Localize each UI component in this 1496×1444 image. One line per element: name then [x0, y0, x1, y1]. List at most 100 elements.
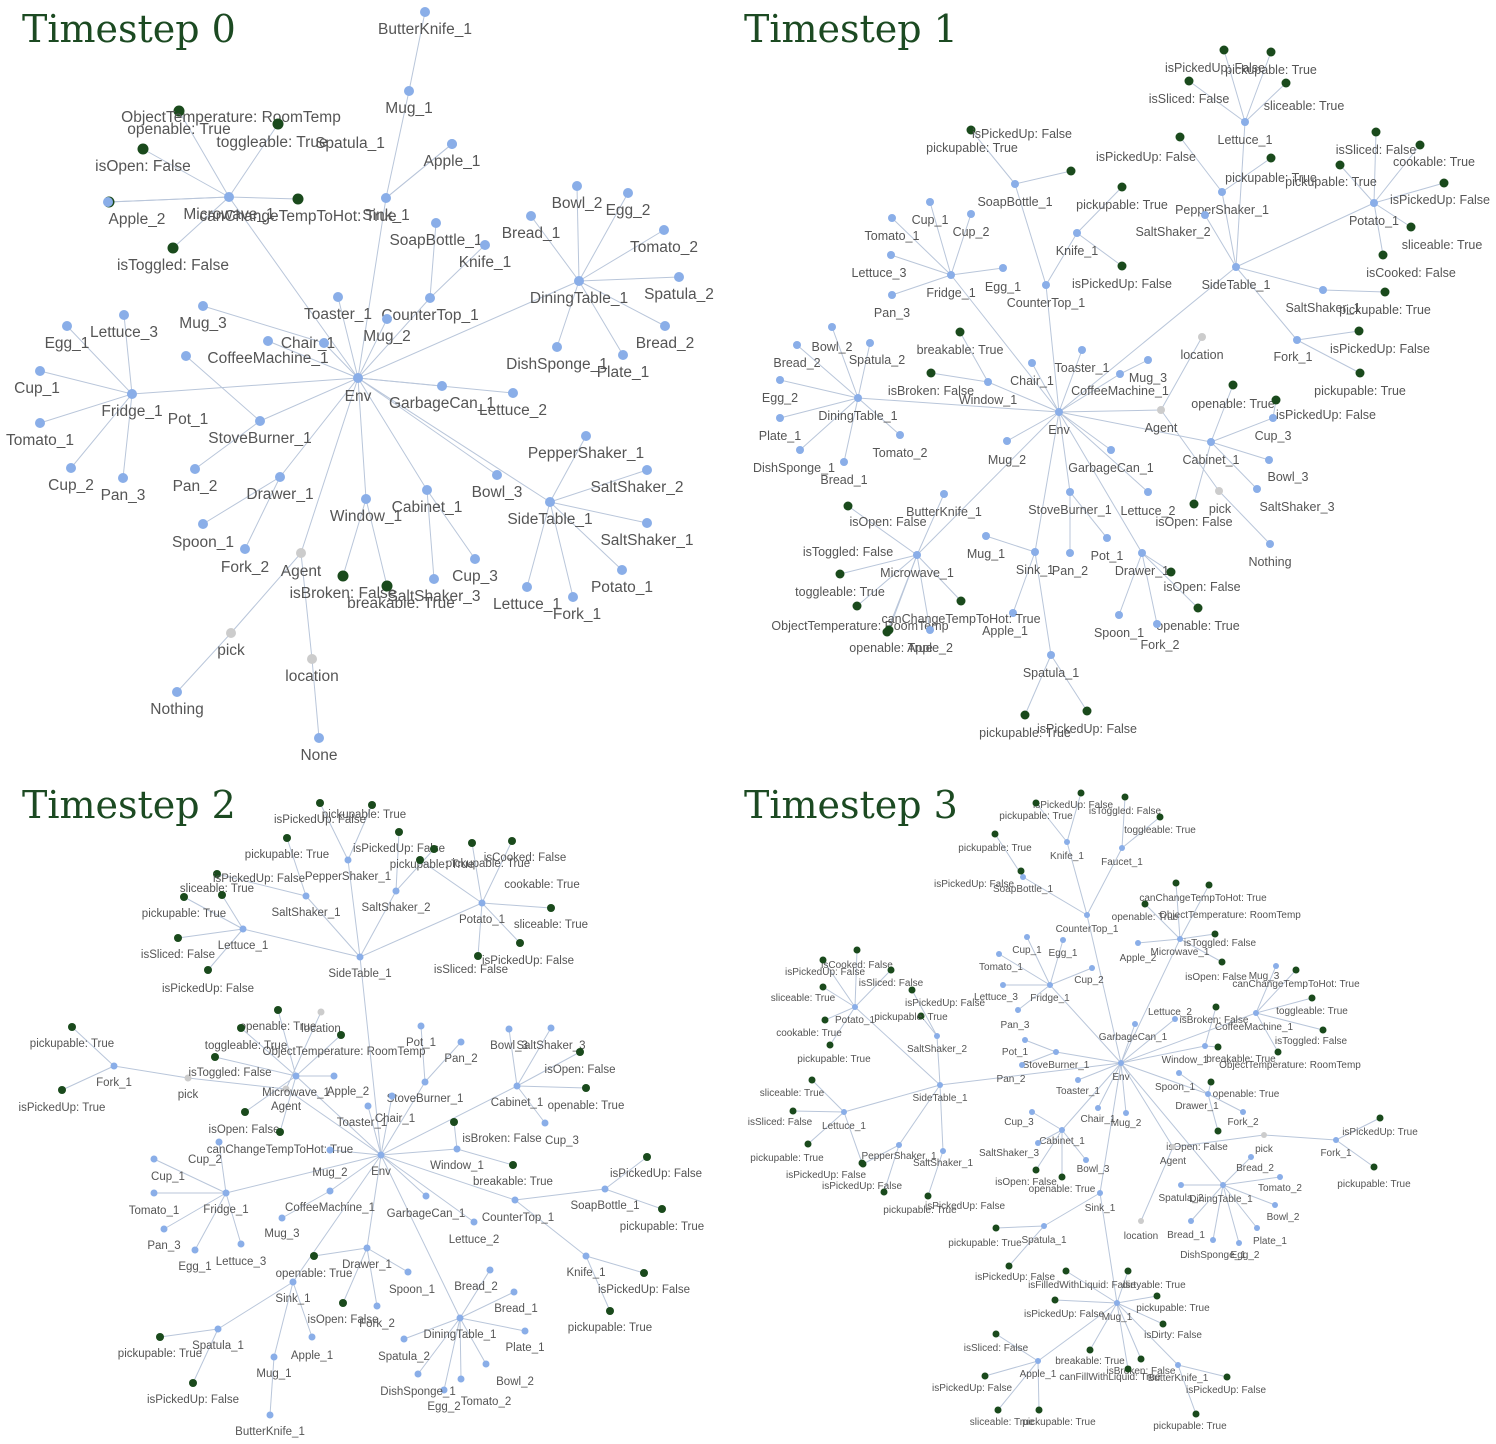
- node-label-sp-ispickedup: isPickedUp: False: [147, 1394, 239, 1406]
- edge-diningtable-1-to-plate-1: [1222, 1184, 1258, 1229]
- node-label-window-1: Window_1: [959, 393, 1017, 407]
- edge-env-to-fridge-1: [225, 1154, 382, 1194]
- node-label-p-issliced: isSliced: False: [859, 978, 924, 989]
- node-label-spatula-1: Spatula_1: [1023, 666, 1079, 680]
- node-label-pan-3: Pan_3: [874, 306, 910, 320]
- edge-cabinet-1-to-cup-3: [426, 489, 476, 560]
- node-label-pot-1: Pot_1: [168, 411, 209, 428]
- edge-drawer-1-to-d-isopen: [342, 1247, 368, 1304]
- node-label-lettuce-3: Lettuce_3: [90, 324, 158, 341]
- node-cup-3: [1029, 1109, 1035, 1115]
- node-label-bowl-2: Bowl_2: [552, 195, 603, 212]
- node-label-f1-ispickedup: isPickedUp: False: [1330, 342, 1430, 356]
- edge-env-to-agent: [285, 1088, 382, 1156]
- node-label-a-sliceable: sliceable: True: [970, 1417, 1035, 1428]
- node-label-ss2-ispickedup: isPickedUp: False: [905, 998, 985, 1009]
- node-label-lettuce-1: Lettuce_1: [822, 1121, 866, 1132]
- node-p-ispickedup: [516, 939, 524, 947]
- node-bread-2: [793, 341, 801, 349]
- edges: [779, 49, 1445, 716]
- node-label-peppershaker-1: PepperShaker_1: [305, 871, 391, 883]
- node-cm-istoggled: [1319, 1026, 1327, 1034]
- node-sidetable-1: [356, 953, 364, 961]
- edge-saltshaker-2-to-ss2-ispickedup: [395, 831, 400, 892]
- node-label-diningtable-1: DiningTable_1: [424, 1329, 497, 1341]
- node-label-stoveburner-1: StoveBurner_1: [387, 1093, 464, 1105]
- node-label-agent: Agent: [1145, 421, 1178, 435]
- node-saltshaker-3: [547, 1024, 555, 1032]
- node-sb-ispickedup: [966, 125, 976, 135]
- node-tomato-1: [150, 1189, 158, 1197]
- edge-drawer-1-to-d-openable: [1141, 552, 1199, 609]
- edge-drawer-1-to-d-isopen: [1207, 1093, 1219, 1132]
- node-label-tomato-1: Tomato_1: [129, 1205, 180, 1217]
- node-label-breakable: breakable: True: [347, 595, 455, 612]
- node-label-egg-1: Egg_1: [178, 1261, 211, 1273]
- node-label-window-1: Window_1: [430, 1160, 484, 1172]
- node-label-bread-1: Bread_1: [820, 473, 867, 487]
- edge-diningtable-1-to-bread-1: [459, 1291, 515, 1319]
- node-d-isopen: [339, 1299, 347, 1307]
- edge-sink-1-to-apple-1: [1012, 551, 1036, 614]
- edge-drawer-1-to-spoon-1: [202, 476, 281, 525]
- node-d-isopen: [1166, 567, 1176, 577]
- node-location: [1138, 1218, 1144, 1224]
- edge-sink-1-to-spatula-1: [1034, 551, 1052, 656]
- edge-spatula-1-to-sp-pickupable: [995, 1225, 1045, 1229]
- node-p-ispickedup: [1439, 178, 1449, 188]
- node-sp-ispickedup: [1082, 706, 1092, 716]
- node-label-toaster-1: Toaster_1: [1056, 1086, 1100, 1097]
- node-label-m-istoggled: isToggled: False: [1184, 938, 1257, 949]
- node-label-toaster-1: Toaster_1: [337, 1117, 388, 1129]
- edge-env-to-mug-2: [357, 318, 388, 379]
- edge-env-to-lettuce-2: [380, 1154, 475, 1223]
- edge-env-to-fridge-1: [131, 377, 359, 395]
- node-window-1: [361, 494, 371, 504]
- edge-microwave-1-to-istoggled: [172, 196, 230, 249]
- node-label-microwave-1: Microwave_1: [262, 1087, 330, 1099]
- edge-cabinet-1-to-saltshaker-3: [516, 1027, 552, 1087]
- node-tomato-2: [896, 431, 904, 439]
- node-label-p-cookable: cookable: True: [1393, 155, 1475, 169]
- node-spatula-2: [866, 339, 874, 347]
- node-microwave-1: [224, 192, 234, 202]
- edge-env-to-microwave-1: [916, 411, 1060, 556]
- node-label-fridge-1: Fridge_1: [926, 286, 975, 300]
- edge-microwave-1-to-m-toggleable: [856, 554, 918, 607]
- edge-lettuce-1-to-l1-issliced: [177, 928, 244, 939]
- node-label-saltshaker-3: SaltShaker_3: [979, 1148, 1039, 1159]
- node-bowl-3: [1083, 1157, 1089, 1163]
- node-potato-1: [478, 899, 486, 907]
- node-diningtable-1: [854, 394, 862, 402]
- node-label-apple-1: Apple_1: [1020, 1369, 1057, 1380]
- edge-apple-1-to-a-ispickedup: [984, 1360, 1039, 1377]
- node-label-p-sliceable: sliceable: True: [771, 993, 836, 1004]
- edge-drawer-1-to-fork-2: [1207, 1093, 1244, 1113]
- node-label-p-issliced: isSliced: False: [1336, 143, 1417, 157]
- edge-sink-1-to-apple-1: [385, 143, 453, 199]
- edge-potato-1-to-p-sliceable: [1373, 202, 1412, 228]
- node-label-garbagecan-1: GarbageCan_1: [387, 1208, 466, 1220]
- edge-lettuce-1-to-l1-ispickedup: [1223, 49, 1246, 123]
- edge-diningtable-1-to-dishsponge-1: [799, 397, 859, 451]
- node-pick: [226, 628, 236, 638]
- edge-mug-1-to-mu-pickupable: [1116, 1295, 1158, 1304]
- node-m-openable: [274, 1006, 282, 1014]
- edge-sidetable-1-to-lettuce-1: [242, 928, 361, 958]
- node-label-sp-pickupable: pickupable: True: [118, 1348, 202, 1360]
- node-a-ispickedup: [981, 1372, 989, 1380]
- node-a-pickupable: [1035, 1406, 1043, 1414]
- node-bowl-2: [828, 323, 836, 331]
- node-saltshaker-2: [642, 465, 652, 475]
- edge-peppershaker-1-to-ps-pickupable: [883, 1144, 900, 1193]
- edge-fridge-1-to-tomato-1: [998, 953, 1051, 986]
- node-label-p-pickupable: pickupable: True: [797, 1054, 871, 1065]
- node-label-cup-3: Cup_3: [545, 1135, 579, 1147]
- node-fa-istoggled: [1121, 793, 1129, 801]
- edge-env-to-stoveburner-1: [380, 1081, 426, 1156]
- edge-countertop-1-to-soapbottle-1: [514, 1188, 606, 1201]
- node-label-saltshaker-2: SaltShaker_2: [1135, 225, 1210, 239]
- edge-env-to-drawer-1: [279, 377, 359, 478]
- edge-env-to-sidetable-1: [359, 956, 382, 1156]
- edge-diningtable-1-to-bowl-2: [1222, 1184, 1276, 1206]
